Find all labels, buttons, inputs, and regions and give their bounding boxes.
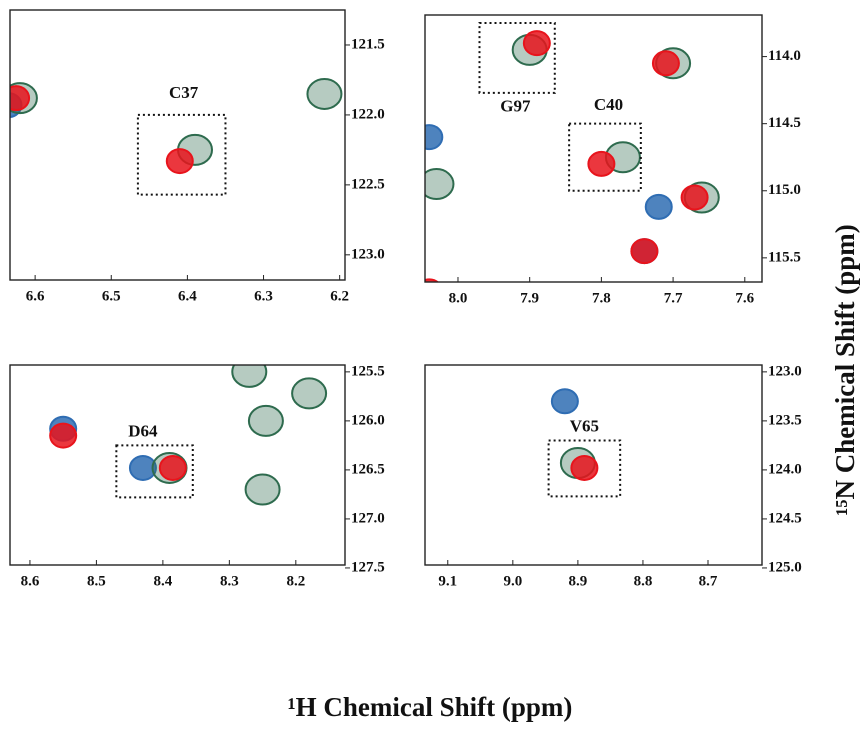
x-tick-label: 8.0 (449, 290, 468, 306)
x-tick-label: 7.6 (735, 290, 754, 306)
x-tick-label: 9.1 (438, 573, 457, 589)
x-tick-label: 9.0 (503, 573, 522, 589)
annotation-label: V65 (570, 417, 599, 436)
x-tick-label: 6.5 (102, 288, 121, 304)
peak (680, 184, 709, 211)
y-tick-label: 114.5 (768, 115, 801, 131)
plot-area (10, 77, 343, 175)
x-tick-label: 6.6 (26, 288, 45, 304)
peak (306, 77, 343, 110)
y-tick-label: 122.5 (351, 176, 385, 192)
x-tick-label: 7.7 (664, 290, 683, 306)
y-tick-label: 125.0 (768, 559, 802, 575)
y-tick-label: 123.0 (351, 246, 385, 262)
y-tick-label: 124.0 (768, 461, 802, 477)
y-tick-label: 121.5 (351, 36, 385, 52)
peak (49, 422, 78, 449)
y-tick-label: 125.5 (351, 363, 385, 379)
y-tick-label: 123.5 (768, 412, 802, 428)
y-tick-label: 124.5 (768, 510, 802, 526)
x-tick-label: 8.7 (699, 573, 718, 589)
peak (651, 50, 680, 77)
peak (128, 454, 157, 481)
annotation-box (547, 439, 622, 498)
peak (425, 278, 439, 282)
peak (158, 454, 187, 481)
peak (244, 473, 281, 506)
x-tick-label: 6.2 (330, 288, 349, 304)
peak (644, 193, 673, 220)
peak (247, 404, 284, 437)
x-axis-title: ¹H Chemical Shift (ppm) (288, 692, 573, 722)
y-tick-label: 115.5 (768, 249, 801, 265)
x-tick-label: 8.5 (87, 573, 106, 589)
plot-frame (9, 9, 346, 281)
annotation-label: C37 (169, 83, 199, 102)
peak (630, 238, 659, 265)
y-tick-label: 126.0 (351, 412, 385, 428)
x-tick-label: 8.6 (21, 573, 40, 589)
peak (587, 150, 616, 177)
peak (10, 85, 31, 112)
annotation-box (136, 113, 227, 196)
x-tick-label: 8.9 (569, 573, 588, 589)
y-tick-label: 123.0 (768, 363, 802, 379)
annotation-box (568, 122, 642, 192)
y-tick-label: 114.0 (768, 48, 801, 64)
annotation-label: C40 (594, 95, 623, 114)
x-tick-label: 8.4 (154, 573, 173, 589)
x-tick-label: 6.3 (254, 288, 273, 304)
y-tick-label: 126.5 (351, 461, 385, 477)
x-tick-label: 7.9 (520, 290, 539, 306)
x-tick-label: 8.8 (634, 573, 653, 589)
peak (522, 30, 551, 57)
peak (570, 454, 599, 481)
annotation-label: D64 (128, 422, 158, 441)
x-tick-label: 8.2 (286, 573, 305, 589)
y-axis-title: ¹⁵N Chemical Shift (ppm) (830, 224, 860, 515)
annotation-box (478, 22, 556, 94)
annotation-box (115, 444, 194, 499)
plot-area (425, 30, 720, 282)
y-tick-label: 127.5 (351, 559, 385, 575)
peak (425, 124, 444, 151)
plot-frame (9, 364, 346, 566)
peak (291, 377, 328, 410)
peak (231, 365, 268, 388)
plot-area (550, 388, 599, 481)
y-tick-label: 122.0 (351, 106, 385, 122)
plot-frame (424, 14, 763, 283)
plot-frame (424, 364, 763, 566)
annotation-label: G97 (500, 96, 531, 115)
peak (425, 168, 455, 201)
x-tick-label: 7.8 (592, 290, 611, 306)
plot-area (49, 365, 328, 506)
y-tick-label: 127.0 (351, 510, 385, 526)
peak (165, 148, 194, 175)
x-tick-label: 8.3 (220, 573, 239, 589)
x-tick-label: 6.4 (178, 288, 197, 304)
y-tick-label: 115.0 (768, 182, 801, 198)
peak (550, 388, 579, 415)
